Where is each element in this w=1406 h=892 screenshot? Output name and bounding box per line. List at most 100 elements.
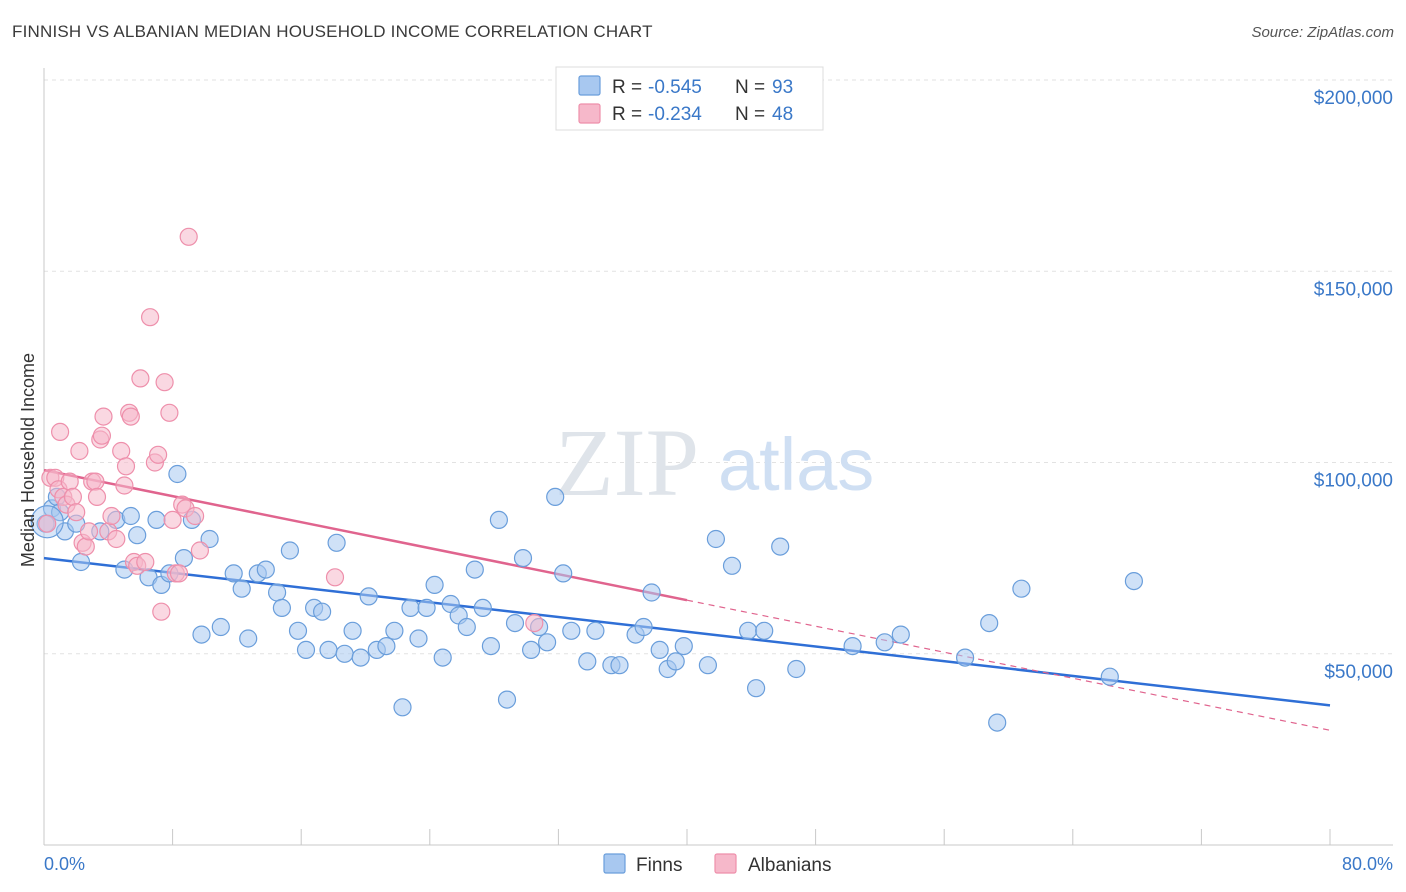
finns-point xyxy=(481,636,500,656)
finns-point xyxy=(224,564,243,583)
albanians-point xyxy=(155,373,174,392)
finns-point xyxy=(343,621,362,640)
finns-point xyxy=(771,537,790,556)
finns-point xyxy=(698,656,718,675)
finns-point xyxy=(417,598,436,618)
legend-n-value-finns: 93 xyxy=(772,77,793,98)
albanians-point xyxy=(79,522,99,541)
finns-point xyxy=(174,548,193,568)
finns-point xyxy=(239,629,258,648)
albanians-point xyxy=(60,472,79,491)
finns-point xyxy=(738,621,758,640)
legend-n-label-finns: N = xyxy=(735,77,765,98)
albanians-point xyxy=(102,506,121,526)
finns-point xyxy=(128,526,147,545)
albanians-point xyxy=(63,487,83,506)
y-tick-label: $150,000 xyxy=(1314,279,1393,300)
y-axis-title: Median Household Income xyxy=(18,353,38,567)
finns-point xyxy=(722,556,742,575)
legend-top: R = -0.545 N = 93 R = -0.234 N = 48 xyxy=(555,66,824,131)
albanians-trend-line xyxy=(43,468,688,602)
albanians-point xyxy=(94,407,113,426)
albanians-point xyxy=(116,457,136,476)
finns-point xyxy=(843,636,862,656)
finns-point xyxy=(147,510,166,530)
albanians-point xyxy=(186,506,205,526)
finns-point xyxy=(650,640,669,660)
legend-n-label-albanians: N = xyxy=(735,104,765,125)
finns-point xyxy=(891,625,910,644)
finns-point xyxy=(319,640,338,660)
legend-n-value-albanians: 48 xyxy=(772,104,793,125)
finns-point xyxy=(457,617,476,637)
albanians-point xyxy=(131,369,150,388)
albanians-point xyxy=(525,613,544,633)
albanians-point xyxy=(86,472,105,491)
finns-point xyxy=(1124,571,1144,591)
albanians-point xyxy=(115,476,134,495)
finns-point xyxy=(71,552,91,572)
x-tick-label: 80.0% xyxy=(1342,854,1393,874)
source-credit: Source: ZipAtlas.com xyxy=(1251,24,1394,41)
albanians-point xyxy=(169,564,189,583)
albanians-trend-line-extrapolated xyxy=(686,599,1331,731)
finns-point xyxy=(610,656,629,675)
finns-point xyxy=(513,548,533,568)
finns-point xyxy=(674,636,693,656)
finns-point xyxy=(433,648,452,667)
finns-point xyxy=(409,629,428,648)
finns-point xyxy=(562,621,581,640)
finns-point xyxy=(546,487,565,506)
albanians-point xyxy=(121,407,140,426)
albanians-point xyxy=(190,541,209,560)
finns-point xyxy=(465,560,484,579)
x-tick-labels: 0.0% 80.0% xyxy=(44,854,1393,874)
x-tick-label: 0.0% xyxy=(44,854,85,874)
finns-point xyxy=(787,659,806,679)
finns-point xyxy=(955,648,975,667)
legend-swatch-albanians xyxy=(578,103,601,124)
albanians-point xyxy=(136,552,155,572)
albanians-point xyxy=(141,308,160,327)
finns-point xyxy=(256,560,275,579)
y-tick-label: $100,000 xyxy=(1314,471,1393,492)
finns-point xyxy=(755,621,774,640)
finns-point xyxy=(351,648,370,667)
legend-bottom-finns: Finns xyxy=(636,855,682,876)
albanians-point xyxy=(50,422,70,441)
finns-point xyxy=(192,625,211,644)
watermark-zip: ZIP xyxy=(555,409,699,516)
legend-r-label-albanians: R = xyxy=(612,104,642,125)
finns-point xyxy=(313,602,332,621)
finns-point xyxy=(1100,667,1119,686)
y-tick-labels: $50,000 $100,000 $150,000 $200,000 xyxy=(1314,88,1393,683)
albanians-point xyxy=(149,445,168,464)
finns-point xyxy=(272,598,291,618)
finns-point xyxy=(489,510,508,530)
finns-point xyxy=(537,633,557,652)
albanians-point xyxy=(87,487,107,506)
watermark: ZIP atlas xyxy=(555,409,874,516)
albanians-point xyxy=(179,227,198,246)
finns-point xyxy=(554,564,573,583)
legend-r-value-albanians: -0.234 xyxy=(648,104,702,125)
finns-point xyxy=(296,640,316,660)
albanians-point xyxy=(70,441,89,461)
finns-point xyxy=(211,617,230,637)
legend-bottom: Finns Albanians xyxy=(603,853,831,876)
finns-point xyxy=(280,541,299,560)
finns-point xyxy=(401,598,420,618)
finns-point xyxy=(168,464,187,484)
albanians-point xyxy=(67,503,86,522)
finns-point xyxy=(121,506,140,526)
finns-point xyxy=(634,617,653,637)
legend-bottom-swatch-albanians xyxy=(714,853,737,874)
legend-r-value-finns: -0.545 xyxy=(648,77,702,98)
finns-point xyxy=(268,583,287,602)
finns-point xyxy=(1012,579,1031,598)
axes xyxy=(43,68,1393,846)
finns-point xyxy=(393,698,412,717)
finns-point xyxy=(385,621,404,640)
finns-point xyxy=(497,690,517,709)
albanians-point xyxy=(160,403,179,422)
